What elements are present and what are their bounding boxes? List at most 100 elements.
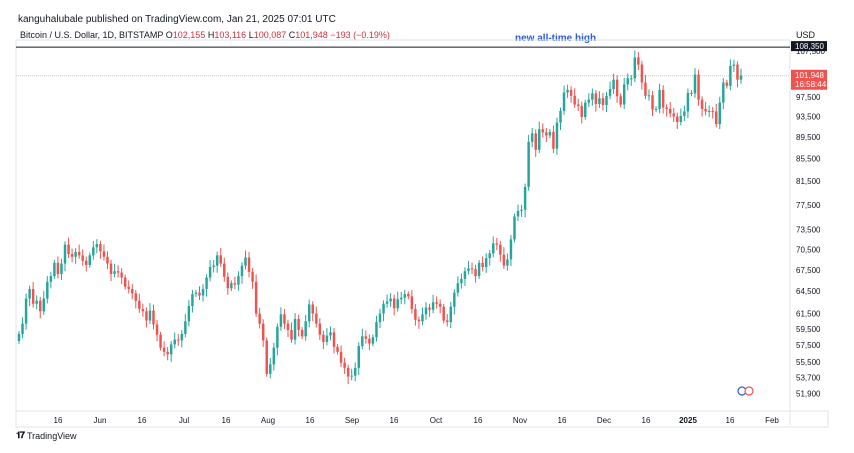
ohlc-close: 101,948 [295,30,328,40]
y-tick-label: 55,500 [796,358,821,367]
plot-frame [15,39,791,412]
candle-body [141,309,145,312]
candle-body [56,262,60,274]
ath-price-box [791,41,827,52]
candle-body [215,255,219,266]
y-tick-label: 93,500 [796,112,821,121]
candle-body [226,276,230,289]
x-tick-label: 2025 [679,416,697,425]
candle-body [456,283,460,293]
candle-body [162,347,166,352]
candle-body [180,333,184,341]
candle-body [276,326,279,348]
candle-body [343,362,346,368]
candle-body [85,260,88,265]
candle-body [31,288,35,304]
ohlc-low: 100,087 [253,30,287,40]
candle-body [88,255,92,265]
candle-body [661,90,665,108]
candle-body [477,262,481,277]
candle-body [219,255,222,264]
candle-body [545,132,548,136]
candle-body [630,78,633,80]
candle-body [407,294,410,297]
candle-body [113,271,116,274]
x-tick-label: Sep [345,416,360,425]
last-price-label: 101,948 [795,71,824,80]
candle-body [28,288,31,299]
x-tick-label: Nov [513,416,527,425]
candle-body [576,104,580,107]
candle-body [516,210,520,217]
candle-body [49,276,53,282]
candle-body [513,216,516,240]
candle-body [417,319,421,322]
candle-body [633,57,637,79]
candle-body [594,93,598,105]
flag-icon [744,386,754,396]
candle-body [637,57,640,65]
candle-body [442,306,445,321]
candle-body [672,113,675,117]
x-tick-label: 16 [474,416,483,425]
candle-body [414,309,417,320]
candle-body [60,263,63,274]
candle-body [17,333,21,342]
ohlc-low-label: L [248,30,254,40]
candle-body [364,336,368,339]
candle-body [622,84,626,105]
candle-body [520,209,523,211]
candle-body [665,107,668,109]
candle-body [484,258,488,268]
candle-body [233,283,237,285]
candle-body [304,321,307,337]
candle-body [21,323,24,334]
y-tick-label: 67,500 [796,266,821,275]
candle-body [258,313,261,324]
candle-body [325,335,329,342]
y-tick-label: 77,500 [796,201,821,210]
candle-body [81,255,84,261]
y-tick-label: 61,500 [796,310,821,319]
candle-body [145,311,148,321]
ohlc-high: 103,116 [214,30,247,40]
candle-body [152,310,155,325]
candle-body [109,263,113,274]
x-tick-label: 16 [726,416,735,425]
candle-body [729,65,732,86]
ohlc-close-label: C [288,30,296,40]
x-tick-label: Jul [179,416,189,425]
candle-body [297,318,300,330]
candle-body [99,244,102,252]
candle-body [566,90,569,93]
candle-body [495,243,499,245]
candle-body [424,307,428,315]
candle-body [654,108,658,110]
time-axis-frame [15,410,829,428]
x-tick-label: 16 [306,416,315,425]
candle-body [269,364,272,374]
ohlc-change: −193 (−0.19%) [330,30,390,40]
candle-body [644,82,647,96]
candle-body [523,186,527,210]
candle-body [598,98,601,105]
candle-body [382,303,385,314]
candle-body [697,74,700,100]
candle-body [449,306,453,323]
candle-body [693,74,697,94]
candle-body [106,256,109,264]
candle-body [116,271,120,273]
candle-body [240,265,244,277]
candle-body [463,271,467,279]
candle-body [261,323,265,341]
candle-body [608,89,612,96]
candle-body [318,323,322,335]
y-tick-label: 89,500 [796,133,821,142]
y-tick-label: 59,500 [796,325,821,334]
candle-body [315,313,318,324]
x-tick-label: 16 [138,416,147,425]
y-tick-label: 85,500 [796,155,821,164]
candle-body [626,78,629,85]
x-tick-label: 16 [222,416,231,425]
